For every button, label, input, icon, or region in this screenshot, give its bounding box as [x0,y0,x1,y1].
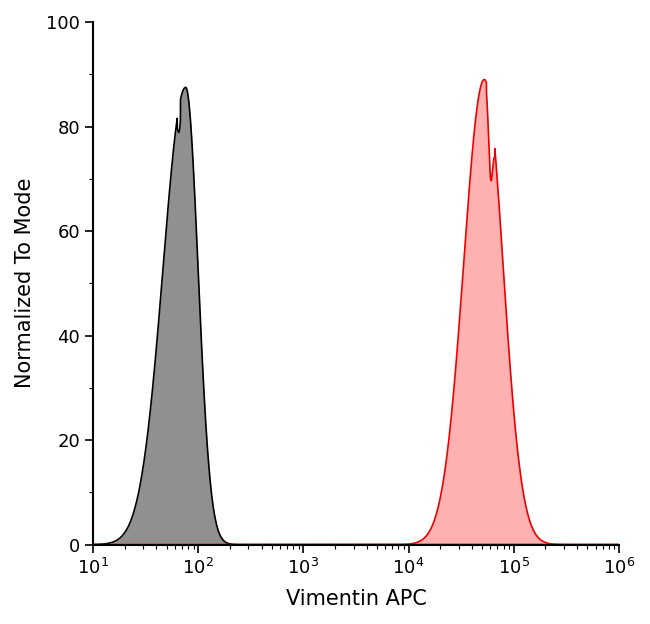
X-axis label: Vimentin APC: Vimentin APC [285,589,426,609]
Y-axis label: Normalized To Mode: Normalized To Mode [15,178,35,389]
